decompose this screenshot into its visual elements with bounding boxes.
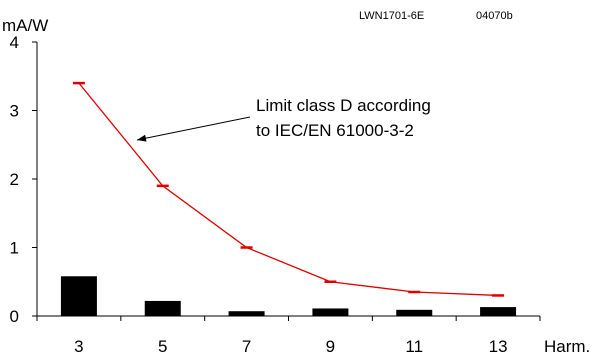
doc-code: LWN1701-6E bbox=[359, 10, 425, 22]
x-tick-label: 11 bbox=[405, 337, 423, 356]
bar bbox=[60, 276, 97, 316]
x-tick-label: 5 bbox=[158, 337, 167, 356]
x-axis-label: Harm. bbox=[544, 337, 590, 356]
bar bbox=[396, 309, 433, 316]
bar bbox=[312, 308, 349, 316]
y-tick-label: 4 bbox=[10, 33, 19, 52]
y-axis-label: mA/W bbox=[2, 16, 48, 35]
annotation-line-2: to IEC/EN 61000-3-2 bbox=[256, 121, 414, 140]
bar bbox=[144, 300, 181, 316]
x-tick-label: 13 bbox=[489, 337, 508, 356]
bar-series bbox=[60, 276, 517, 316]
y-tick-label: 3 bbox=[10, 102, 19, 121]
limit-line-series bbox=[72, 81, 505, 297]
annotation-line-1: Limit class D according bbox=[256, 96, 431, 115]
bar bbox=[480, 307, 517, 316]
limit-line bbox=[78, 82, 499, 297]
x-tick-label: 7 bbox=[242, 337, 251, 356]
y-tick-label: 0 bbox=[10, 307, 19, 326]
figure-code: 04070b bbox=[476, 10, 513, 22]
annotation: Limit class D according to IEC/EN 61000-… bbox=[136, 96, 431, 142]
y-tick-label: 2 bbox=[10, 170, 19, 189]
annotation-arrow-head bbox=[137, 134, 147, 142]
bar bbox=[228, 311, 265, 316]
x-tick-label: 3 bbox=[74, 337, 83, 356]
x-axis: 3 5 7 9 11 13 bbox=[36, 315, 541, 356]
annotation-arrow-line bbox=[136, 116, 251, 141]
y-tick-label: 1 bbox=[10, 239, 19, 258]
y-axis: 0 1 2 3 4 bbox=[10, 33, 38, 326]
x-tick-label: 9 bbox=[326, 337, 335, 356]
